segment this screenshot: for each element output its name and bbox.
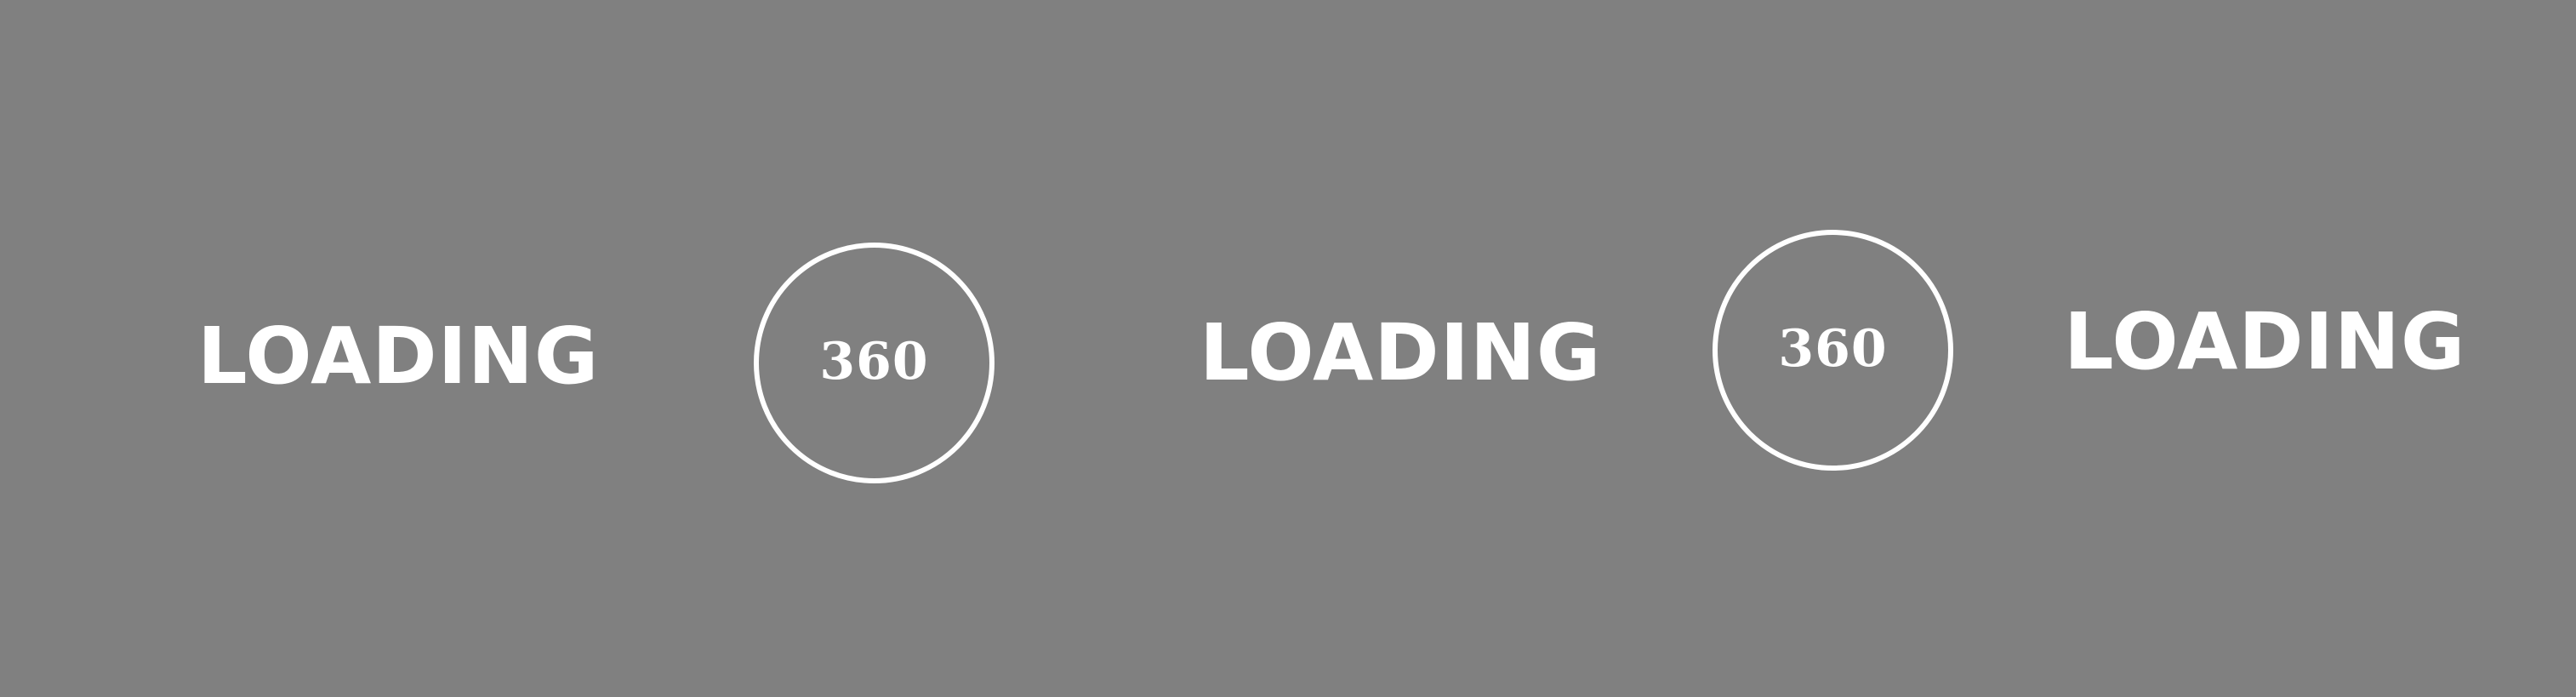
rotate-360-label: 360 <box>819 331 929 391</box>
loading-label: LOADING <box>2064 296 2466 387</box>
loading-label: LOADING <box>197 311 600 402</box>
rotate-360-badge: 360 <box>754 243 994 483</box>
loading-label: LOADING <box>1200 307 1602 398</box>
rotate-360-badge: 360 <box>1713 230 1953 471</box>
rotate-360-label: 360 <box>1778 318 1888 379</box>
